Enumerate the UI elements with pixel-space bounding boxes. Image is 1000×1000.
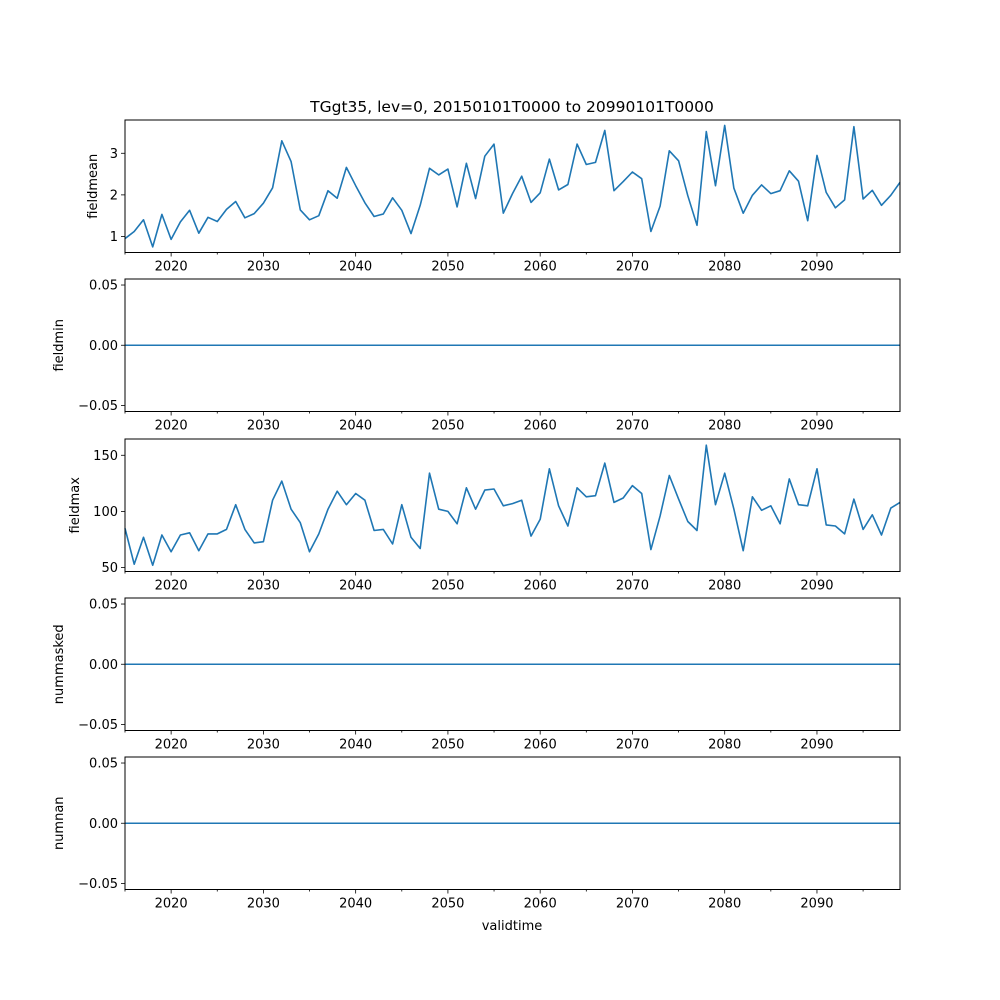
x-tick-label: 2060 bbox=[524, 738, 557, 753]
y-tick-label: 2 bbox=[110, 188, 118, 203]
x-tick-label: 2090 bbox=[800, 260, 833, 275]
x-tick-label: 2030 bbox=[247, 579, 280, 594]
y-tick-label: 1 bbox=[110, 230, 118, 245]
axes-frame bbox=[124, 438, 901, 572]
x-tick-label: 2090 bbox=[800, 419, 833, 434]
x-tick-label: 2080 bbox=[708, 260, 741, 275]
y-tick-label: 3 bbox=[110, 147, 118, 162]
series-line-fieldmean bbox=[124, 124, 901, 248]
x-tick-label: 2070 bbox=[616, 738, 649, 753]
x-tick-label: 2080 bbox=[708, 419, 741, 434]
x-tick-label: 2040 bbox=[339, 260, 372, 275]
x-tick-label: 2040 bbox=[339, 579, 372, 594]
x-tick-label: 2060 bbox=[524, 897, 557, 912]
x-tick-label: 2070 bbox=[616, 579, 649, 594]
x-tick-label: 2030 bbox=[247, 419, 280, 434]
x-tick-label: 2020 bbox=[155, 260, 188, 275]
x-tick-label: 2020 bbox=[155, 897, 188, 912]
y-axis-label: fieldmean bbox=[86, 154, 101, 219]
x-tick-label: 2050 bbox=[431, 579, 464, 594]
x-tick-label: 2090 bbox=[800, 738, 833, 753]
x-tick-label: 2020 bbox=[155, 419, 188, 434]
axes-frame bbox=[124, 119, 901, 253]
x-tick-label: 2040 bbox=[339, 419, 372, 434]
x-tick-label: 2070 bbox=[616, 260, 649, 275]
y-axis-label: fieldmin bbox=[52, 319, 67, 372]
x-tick-label: 2030 bbox=[247, 738, 280, 753]
y-tick-label: 0.05 bbox=[89, 757, 118, 772]
x-tick-label: 2060 bbox=[524, 419, 557, 434]
y-tick-label: −0.05 bbox=[78, 718, 118, 733]
x-tick-label: 2040 bbox=[339, 897, 372, 912]
panel-fieldmean: 2020 2030 2040 2050 2060 2070 2080 2090 1 2 3 field… bbox=[86, 119, 901, 275]
y-tick-label: 0.05 bbox=[89, 598, 118, 613]
y-axis-label: fieldmax bbox=[68, 477, 83, 534]
y-tick-label: 50 bbox=[101, 561, 118, 576]
y-tick-label: −0.05 bbox=[78, 877, 118, 892]
x-tick-label: 2050 bbox=[431, 260, 464, 275]
x-tick-label: 2080 bbox=[708, 579, 741, 594]
panel-numnan: 2020 2030 2040 2050 2060 2070 2080 2090 −0.05 0.0… bbox=[52, 756, 901, 912]
x-tick-label: 2080 bbox=[708, 738, 741, 753]
y-tick-label: 100 bbox=[93, 505, 118, 520]
panel-fieldmin: 2020 2030 2040 2050 2060 2070 2080 2090 −0.05 0.0… bbox=[52, 278, 901, 434]
x-tick-label: 2070 bbox=[616, 419, 649, 434]
panel-nummasked: 2020 2030 2040 2050 2060 2070 2080 2090 −0.05 0.0… bbox=[52, 597, 901, 753]
x-tick-label: 2030 bbox=[247, 897, 280, 912]
x-tick-label: 2070 bbox=[616, 897, 649, 912]
x-tick-label: 2050 bbox=[431, 897, 464, 912]
x-tick-label: 2050 bbox=[431, 419, 464, 434]
x-tick-label: 2090 bbox=[800, 897, 833, 912]
y-tick-label: −0.05 bbox=[78, 399, 118, 414]
y-tick-label: 0.00 bbox=[89, 658, 118, 673]
y-axis-label: nummasked bbox=[52, 624, 67, 704]
x-tick-label: 2050 bbox=[431, 738, 464, 753]
x-tick-label: 2060 bbox=[524, 260, 557, 275]
x-tick-label: 2020 bbox=[155, 579, 188, 594]
y-tick-label: 150 bbox=[93, 449, 118, 464]
x-tick-label: 2030 bbox=[247, 260, 280, 275]
y-tick-label: 0.05 bbox=[89, 279, 118, 294]
x-tick-label: 2090 bbox=[800, 579, 833, 594]
x-tick-label: 2040 bbox=[339, 738, 372, 753]
y-tick-label: 0.00 bbox=[89, 817, 118, 832]
series-line-fieldmax bbox=[124, 444, 901, 567]
x-axis-label: validtime bbox=[482, 919, 543, 934]
x-tick-label: 2080 bbox=[708, 897, 741, 912]
x-tick-label: 2060 bbox=[524, 579, 557, 594]
panel-fieldmax: 2020 2030 2040 2050 2060 2070 2080 2090 50 100 150… bbox=[68, 438, 901, 594]
x-tick-label: 2020 bbox=[155, 738, 188, 753]
chart-title: TGgt35, lev=0, 20150101T0000 to 20990101… bbox=[309, 98, 714, 116]
y-axis-label: numnan bbox=[52, 796, 67, 850]
y-tick-label: 0.00 bbox=[89, 339, 118, 354]
